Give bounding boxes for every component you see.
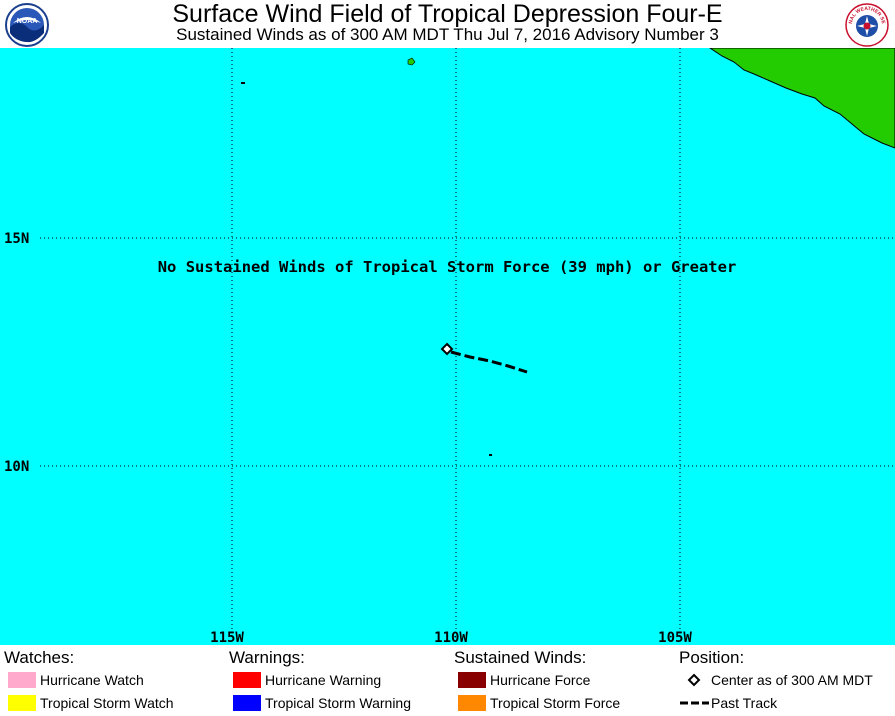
hurricane-warning-label: Hurricane Warning bbox=[265, 672, 382, 688]
past-track-label: Past Track bbox=[711, 695, 778, 711]
graticule bbox=[40, 48, 895, 630]
lon-label-110w: 110W bbox=[434, 630, 468, 645]
legend-item-hurricane-watch: Hurricane Watch bbox=[4, 669, 144, 691]
legend-item-tropical-storm-watch: Tropical Storm Watch bbox=[4, 692, 174, 714]
hurricane-warning-swatch bbox=[233, 672, 261, 688]
page-title: Surface Wind Field of Tropical Depressio… bbox=[172, 0, 723, 28]
legend-watches-heading: Watches: bbox=[4, 648, 75, 667]
legend-item-tropical-storm-warning: Tropical Storm Warning bbox=[229, 692, 411, 714]
legend-item-past-track: Past Track bbox=[679, 692, 777, 714]
hurricane-watch-label: Hurricane Watch bbox=[40, 672, 144, 688]
dashed-line-icon bbox=[680, 701, 709, 705]
legend-winds-heading: Sustained Winds: bbox=[454, 648, 587, 667]
small-islet bbox=[489, 454, 492, 456]
hurricane-watch-swatch bbox=[8, 672, 36, 688]
legend-warnings-heading: Warnings: bbox=[229, 648, 305, 667]
tropical-storm-force-label: Tropical Storm Force bbox=[490, 695, 621, 711]
hurricane-force-swatch bbox=[458, 672, 486, 688]
center-label: Center as of 300 AM MDT bbox=[711, 672, 873, 688]
page-subtitle: Sustained Winds as of 300 AM MDT Thu Jul… bbox=[176, 25, 719, 44]
clarion-island bbox=[241, 82, 245, 84]
legend-item-center: Center as of 300 AM MDT bbox=[679, 669, 873, 691]
storm-center-diamond-icon bbox=[440, 342, 454, 356]
tropical-storm-warning-label: Tropical Storm Warning bbox=[265, 695, 412, 711]
legend-item-tropical-storm-force: Tropical Storm Force bbox=[454, 692, 620, 714]
legend-position: Position: Center as of 300 AM MDT Past T… bbox=[679, 648, 873, 714]
nws-logo-icon: NATIONAL WEATHER SERVICE bbox=[845, 3, 889, 47]
noaa-logo-icon: NOAA bbox=[5, 3, 49, 47]
socorro-island bbox=[407, 57, 416, 66]
legend-warnings: Warnings: Hurricane Warning Tropical Sto… bbox=[229, 648, 411, 714]
lon-label-105w: 105W bbox=[658, 630, 692, 645]
header: NOAA Surface Wind Field of Tropical Depr… bbox=[0, 0, 895, 48]
legend-position-heading: Position: bbox=[679, 648, 745, 667]
legend: Watches: Hurricane Watch Tropical Storm … bbox=[0, 645, 895, 716]
lat-label-15n: 15N bbox=[4, 231, 29, 247]
map-area: 15N 10N 115W 110W 105W No Sustained Wind… bbox=[0, 48, 895, 645]
map-canvas: 15N 10N 115W 110W 105W No Sustained Wind… bbox=[0, 48, 895, 645]
diamond-icon bbox=[687, 673, 701, 687]
tropical-storm-watch-swatch bbox=[8, 695, 36, 711]
tropical-storm-warning-swatch bbox=[233, 695, 261, 711]
tropical-storm-watch-label: Tropical Storm Watch bbox=[40, 695, 174, 711]
legend-sustained-winds: Sustained Winds: Hurricane Force Tropica… bbox=[454, 648, 620, 714]
lat-label-10n: 10N bbox=[4, 459, 29, 475]
past-track-line bbox=[450, 350, 528, 374]
legend-item-hurricane-warning: Hurricane Warning bbox=[229, 669, 381, 691]
legend-item-hurricane-force: Hurricane Force bbox=[454, 669, 590, 691]
lon-label-115w: 115W bbox=[210, 630, 244, 645]
legend-watches: Watches: Hurricane Watch Tropical Storm … bbox=[4, 648, 174, 714]
mexico-coastline-land bbox=[709, 48, 895, 149]
noaa-logo-text: NOAA bbox=[17, 18, 38, 25]
wind-notice: No Sustained Winds of Tropical Storm For… bbox=[158, 258, 737, 276]
hurricane-force-label: Hurricane Force bbox=[490, 672, 591, 688]
tropical-storm-force-swatch bbox=[458, 695, 486, 711]
